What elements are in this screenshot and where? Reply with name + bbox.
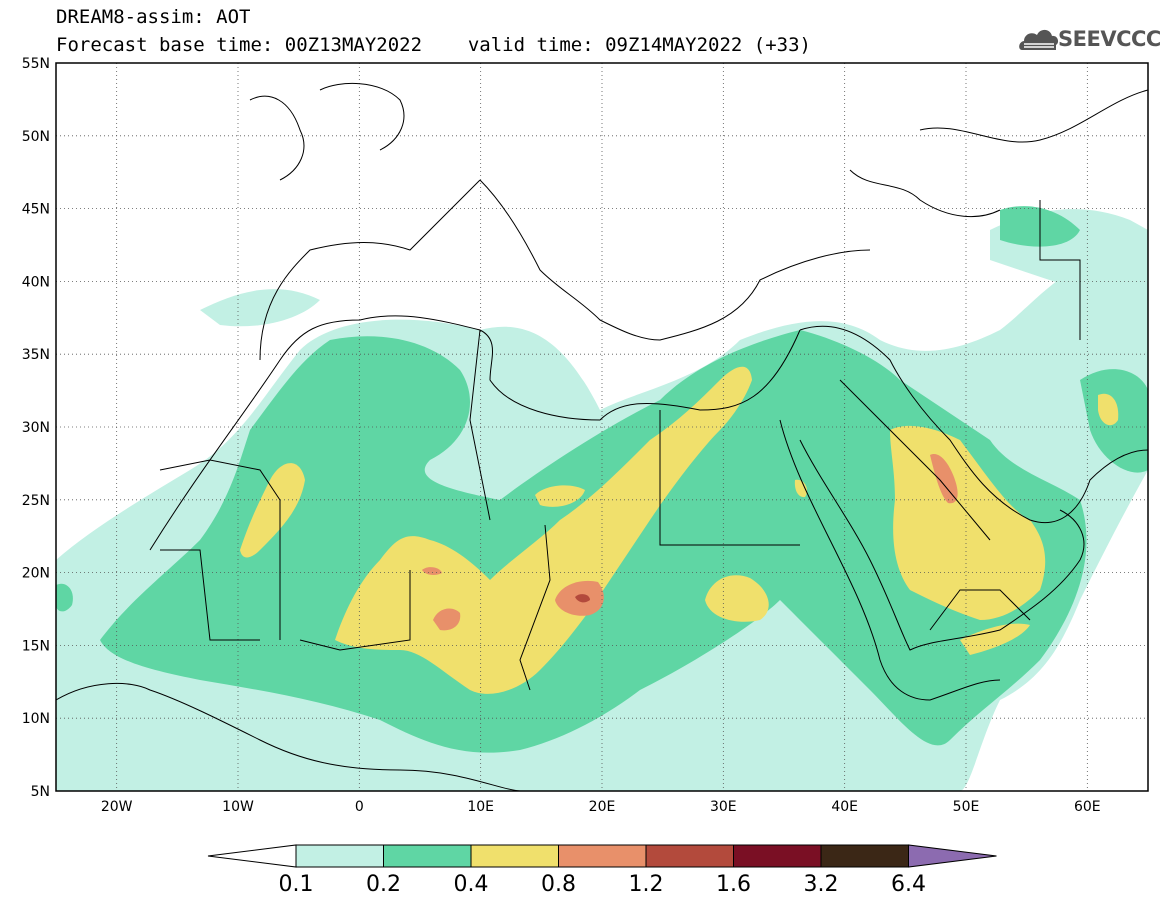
latitude-tick-label: 30N bbox=[22, 420, 50, 436]
longitude-tick-label: 50E bbox=[953, 799, 980, 815]
colorbar-label: 1.2 bbox=[629, 872, 664, 897]
valid-time: valid time: 09Z14MAY2022 (+33) bbox=[467, 34, 811, 56]
latitude-tick-label: 20N bbox=[22, 566, 50, 582]
colorbar-label: 3.2 bbox=[804, 872, 839, 897]
colorbar: 0.1 0.2 0.4 0.8 1.2 1.6 3.2 6.4 bbox=[207, 844, 997, 897]
colorbar-label: 6.4 bbox=[891, 872, 926, 897]
colorbar-label: 0.8 bbox=[541, 872, 576, 897]
map-frame bbox=[55, 62, 1149, 792]
aot-contour-0.4 bbox=[240, 463, 305, 558]
colorbar-swatch bbox=[733, 844, 822, 868]
colorbar-label: 0.4 bbox=[454, 872, 489, 897]
colorbar-swatch bbox=[820, 844, 909, 868]
forecast-base-time: Forecast base time: 00Z13MAY2022 bbox=[56, 34, 423, 56]
longitude-tick-label: 10W bbox=[222, 799, 254, 815]
colorbar-label: 1.6 bbox=[716, 872, 751, 897]
latitude-tick-label: 15N bbox=[22, 638, 50, 654]
longitude-tick-label: 60E bbox=[1074, 799, 1101, 815]
longitude-tick-label: 0 bbox=[355, 799, 364, 815]
colorbar-swatch bbox=[645, 844, 734, 868]
colorbar-label: 0.2 bbox=[366, 872, 401, 897]
latitude-tick-label: 45N bbox=[22, 202, 50, 218]
colorbar-swatch bbox=[558, 844, 647, 868]
latitude-tick-label: 55N bbox=[22, 56, 50, 72]
colorbar-swatch bbox=[470, 844, 559, 868]
colorbar-swatch bbox=[383, 844, 472, 868]
longitude-tick-label: 20W bbox=[101, 799, 133, 815]
latitude-labels: 55N 50N 45N 40N 35N 30N 25N 20N 15N 10N 5N bbox=[22, 56, 50, 800]
coastlines bbox=[56, 82, 1148, 791]
cloud-logo-icon bbox=[1019, 29, 1059, 50]
latitude-tick-label: 40N bbox=[22, 274, 50, 290]
colorbar-swatch bbox=[295, 844, 384, 868]
time-info: Forecast base time: 00Z13MAY2022 valid t… bbox=[56, 34, 811, 56]
longitude-tick-label: 30E bbox=[710, 799, 737, 815]
logo-text: SEEVCCC bbox=[1058, 27, 1161, 51]
longitude-tick-label: 10E bbox=[467, 799, 494, 815]
colorbar-under-arrow bbox=[207, 844, 297, 868]
colorbar-label: 0.1 bbox=[279, 872, 314, 897]
latitude-tick-label: 50N bbox=[22, 129, 50, 145]
graticule bbox=[56, 63, 1148, 791]
longitude-tick-label: 20E bbox=[589, 799, 616, 815]
longitude-labels: 20W 10W 0 10E 20E 30E 40E 50E 60E bbox=[101, 799, 1101, 815]
aot-field bbox=[56, 63, 1148, 791]
colorbar-over-arrow bbox=[908, 844, 997, 868]
map-title: DREAM8-assim: AOT bbox=[56, 6, 251, 28]
latitude-tick-label: 5N bbox=[31, 784, 50, 800]
aot-contour-1.2 bbox=[575, 594, 590, 603]
longitude-tick-label: 40E bbox=[831, 799, 858, 815]
latitude-tick-label: 25N bbox=[22, 493, 50, 509]
latitude-tick-label: 35N bbox=[22, 347, 50, 363]
latitude-tick-label: 10N bbox=[22, 711, 50, 727]
aot-contour-0.1-north bbox=[200, 289, 320, 327]
